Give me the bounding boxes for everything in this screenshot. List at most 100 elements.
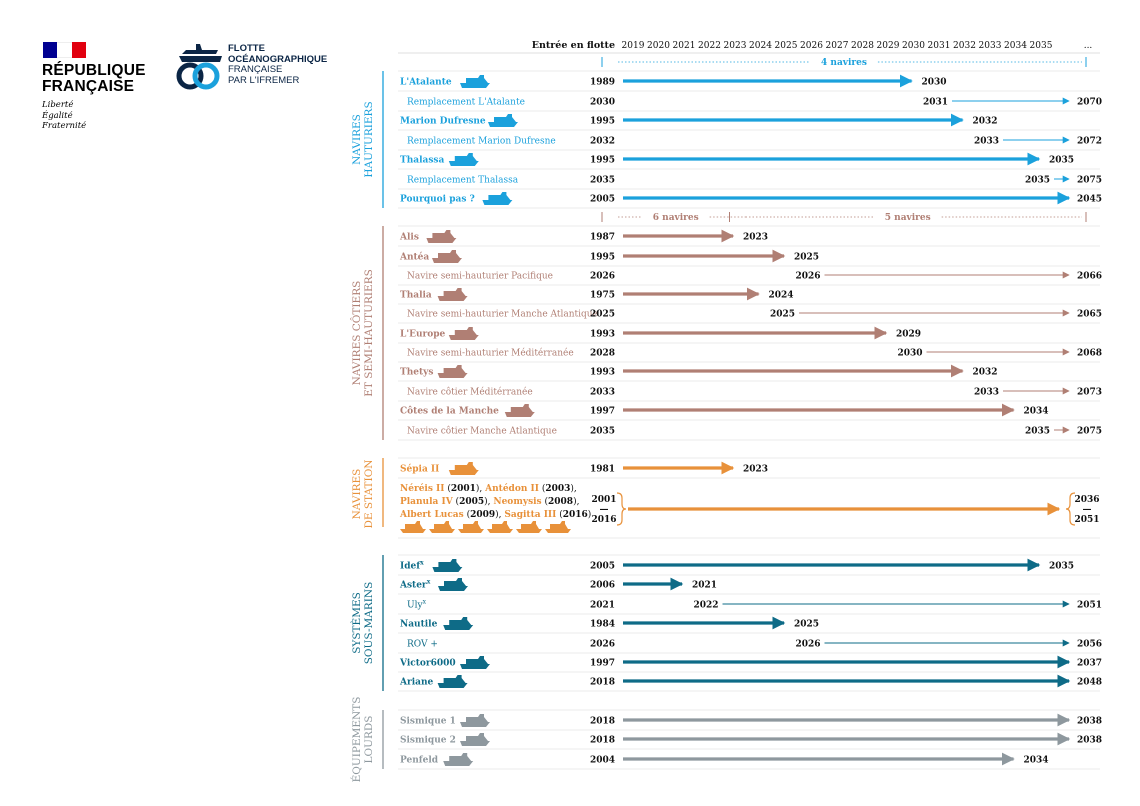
- row-name: ROV +: [407, 640, 438, 650]
- flotte-title: FLOTTE OCÉANOGRAPHIQUE FRANÇAISE PAR L'I…: [228, 43, 328, 86]
- row-start-year: 2035: [1025, 176, 1050, 186]
- vessel-icon: [448, 462, 479, 475]
- row-name: Penfeld: [400, 756, 439, 766]
- group-title-line: NAVIRES: [351, 469, 363, 520]
- station-list-segment: ),: [570, 483, 576, 494]
- station-list-segment: ): [588, 509, 592, 520]
- group-title: NAVIRES CÔTIERSET SEMI-HAUTURIERS: [349, 269, 375, 397]
- republique-motto: Liberté Égalité Fraternité: [42, 100, 86, 132]
- station-list-segment: (: [444, 483, 450, 494]
- row-name-sup: x: [420, 560, 424, 567]
- row-start-year: 2033: [974, 137, 999, 147]
- vessel-icon: [504, 404, 535, 417]
- row-name: Sismique 2: [400, 736, 456, 746]
- row-start-year: 2035: [1025, 427, 1050, 437]
- row-name-text: Thetys: [400, 368, 433, 378]
- row-entry-year: 1995: [590, 253, 615, 263]
- row-name-text: Victor6000: [399, 659, 456, 669]
- group-title-line: LOURDS: [363, 716, 375, 764]
- row-end-year: 2037: [1077, 659, 1102, 669]
- row-entry-year: 1984: [590, 620, 615, 630]
- year-tick-label: 2029: [877, 41, 900, 51]
- row-name-text: Remplacement Thalassa: [407, 176, 519, 186]
- vessel-icon: [516, 521, 542, 533]
- row-entry-year: 2006: [590, 581, 615, 591]
- header-entry-label: Entrée en flotte: [532, 40, 615, 51]
- motto-line: Égalité: [42, 110, 73, 121]
- row-name: Sépia II: [400, 464, 439, 475]
- flotte-line: FRANÇAISE: [228, 64, 283, 75]
- row-end-year: 2056: [1077, 640, 1102, 650]
- station-list-line: Albert Lucas (2009), Sagitta III (2016): [399, 509, 591, 520]
- row-name-text: Remplacement Marion Dufresne: [407, 137, 556, 147]
- station-list-segment: 2009: [470, 510, 495, 520]
- row-entry-year: 1981: [590, 465, 615, 475]
- group-title-line: SYSTÈMES: [349, 592, 363, 654]
- row-name-text: Nautile: [400, 620, 438, 630]
- station-entry-range: —: [600, 505, 609, 515]
- row-end-year: 2034: [1024, 407, 1049, 417]
- year-tick-label: 2021: [673, 41, 696, 51]
- row-end-year: 2032: [973, 117, 998, 127]
- row-end-year: 2035: [1049, 156, 1074, 166]
- row-end-year: 2068: [1077, 349, 1102, 359]
- row-end-year: 2038: [1077, 717, 1102, 727]
- vessel-icon: [443, 753, 474, 766]
- flotte-line: OCÉANOGRAPHIQUE: [228, 53, 328, 65]
- group-title: SYSTÈMESSOUS-MARINS: [349, 582, 375, 665]
- row-start-year: 2031: [923, 98, 948, 108]
- station-end-range: —: [1083, 505, 1092, 515]
- row-name: Remplacement L'Atalante: [407, 98, 525, 108]
- vessel-icon: [482, 192, 513, 205]
- row-entry-year: 1997: [590, 407, 615, 417]
- vessel-icon: [438, 578, 468, 591]
- station-brace-right: [1065, 492, 1076, 526]
- vessel-icon: [488, 114, 518, 127]
- row-name-text: Antéa: [399, 252, 429, 263]
- row-start-year: 2030: [897, 349, 922, 359]
- year-tick-label: 2023: [724, 41, 747, 51]
- row-end-year: 2024: [769, 291, 794, 301]
- row-name: Sismique 1: [400, 717, 456, 727]
- year-tick-label: 2035: [1030, 41, 1053, 51]
- row-end-year: 2030: [922, 78, 947, 88]
- station-list-segment: (: [453, 496, 459, 507]
- row-name-text: Navire semi-hauturier Manche Atlantique: [407, 310, 598, 320]
- group-title-line: NAVIRES: [351, 114, 363, 165]
- row-name-text: Pourquoi pas ?: [400, 195, 475, 205]
- group-title-line: NAVIRES CÔTIERS: [349, 281, 363, 386]
- station-list-segment: Néréis II: [400, 483, 444, 494]
- row-end-year: 2073: [1077, 388, 1102, 398]
- row-end-year: 2034: [1024, 756, 1049, 766]
- row-name: Victor6000: [399, 659, 456, 669]
- vessel-icon: [437, 675, 468, 688]
- row-end-year: 2045: [1077, 195, 1102, 205]
- row-entry-year: 1993: [590, 368, 615, 378]
- row-entry-year: 2030: [590, 98, 615, 108]
- station-list-segment: ),: [495, 509, 504, 520]
- vessel-icon: [429, 521, 455, 533]
- row-end-year: 2035: [1049, 562, 1074, 572]
- row-name-text: Navire semi-hauturier Méditérranée: [407, 348, 574, 359]
- row-end-year: 2025: [794, 253, 819, 263]
- station-list-segment: 2003: [545, 484, 570, 494]
- row-name-text: Sismique 2: [400, 736, 456, 746]
- row-name: Pourquoi pas ?: [400, 195, 475, 205]
- station-list-segment: Albert Lucas: [399, 510, 464, 520]
- station-list-segment: ),: [573, 496, 579, 507]
- row-entry-year: 2033: [590, 388, 615, 398]
- row-end-year: 2072: [1077, 137, 1102, 147]
- group-title: ÉQUIPEMENTSLOURDS: [349, 697, 375, 783]
- row-name: Antéa: [399, 252, 429, 263]
- row-name: Asterx: [399, 579, 431, 591]
- row-entry-year: 2026: [590, 272, 615, 282]
- republique-flag: [43, 42, 86, 58]
- vessel-icon: [460, 733, 490, 746]
- station-list-line: Néréis II (2001), Antédon II (2003),: [400, 483, 577, 494]
- row-name: Remplacement Thalassa: [407, 176, 519, 186]
- row-name: Côtes de la Manche: [400, 406, 499, 417]
- vessel-icon: [426, 230, 457, 243]
- station-list-segment: Antédon II: [484, 483, 539, 494]
- row-entry-year: 1993: [590, 330, 615, 340]
